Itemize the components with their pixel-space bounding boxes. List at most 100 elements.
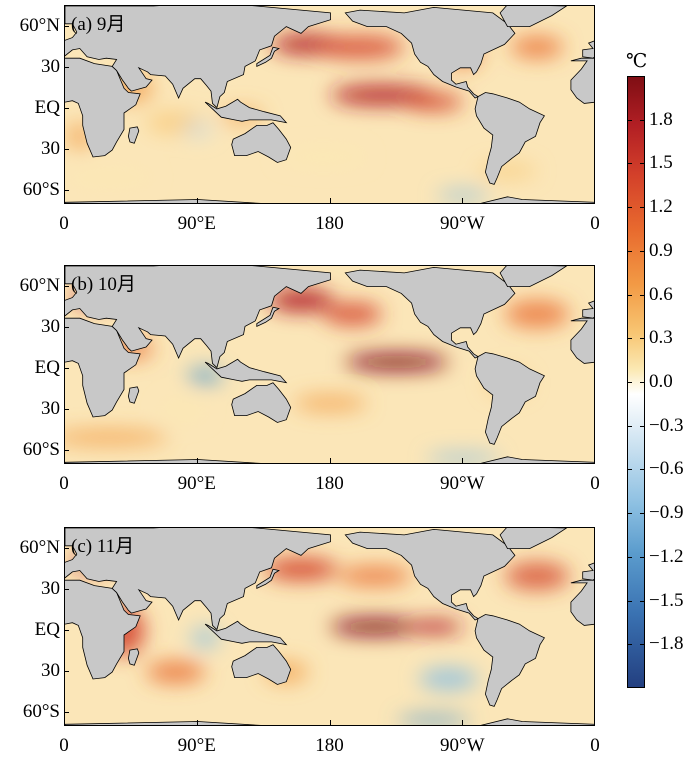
lat-tick bbox=[64, 190, 69, 192]
lat-label: 30 bbox=[41, 660, 60, 682]
anomaly-region bbox=[504, 300, 570, 328]
lat-tick bbox=[64, 547, 69, 549]
lat-label: 60°N bbox=[19, 274, 60, 296]
lon-label: 0 bbox=[590, 735, 600, 756]
colorbar-tick-label: 0.9 bbox=[649, 239, 673, 261]
lon-label: 90°W bbox=[439, 735, 485, 756]
land-south-america bbox=[474, 92, 545, 185]
land-africa-wrap bbox=[570, 57, 594, 104]
land-eurasia bbox=[65, 266, 331, 369]
lat-tick bbox=[64, 107, 69, 109]
lon-label: 0 bbox=[59, 473, 69, 494]
colorbar-tick bbox=[640, 425, 645, 427]
lat-tick bbox=[64, 588, 69, 590]
lon-tick bbox=[196, 198, 198, 203]
anomaly-region bbox=[504, 562, 570, 590]
lat-tick bbox=[64, 285, 69, 287]
colorbar-tick bbox=[627, 163, 632, 165]
anomaly-region bbox=[293, 395, 368, 412]
land-indonesia bbox=[204, 620, 288, 646]
land-japan bbox=[256, 306, 280, 328]
land-indonesia bbox=[204, 358, 288, 384]
lon-label: 90°E bbox=[177, 735, 216, 756]
lat-tick bbox=[64, 326, 69, 328]
colorbar-tick bbox=[640, 294, 645, 296]
anomaly-region bbox=[419, 667, 478, 690]
land-mask bbox=[65, 6, 594, 203]
panel-label: (a) 9月 bbox=[71, 14, 126, 35]
land-australia bbox=[231, 382, 292, 423]
land-south-america bbox=[474, 352, 545, 445]
anomaly-region bbox=[190, 626, 220, 649]
lon-tick bbox=[64, 720, 65, 725]
land-madagascar bbox=[127, 648, 140, 666]
land-mask bbox=[65, 266, 594, 463]
anomaly-region bbox=[404, 93, 464, 111]
land-greenland bbox=[499, 6, 568, 28]
land-indonesia bbox=[204, 98, 288, 124]
lat-tick bbox=[64, 367, 69, 369]
lat-label: EQ bbox=[34, 618, 60, 640]
lon-tick bbox=[462, 720, 464, 725]
colorbar-tick-label: 1.5 bbox=[649, 152, 673, 174]
lon-tick bbox=[329, 720, 331, 725]
colorbar-tick bbox=[627, 644, 632, 646]
colorbar-tick bbox=[640, 513, 645, 515]
lon-label: 0 bbox=[59, 735, 69, 756]
colorbar-tick bbox=[640, 338, 645, 340]
colorbar-tick bbox=[627, 556, 632, 558]
lat-label: 60°N bbox=[19, 14, 60, 36]
anomaly-region bbox=[146, 661, 206, 684]
lat-label: 60°S bbox=[22, 701, 60, 723]
land-south-america bbox=[474, 614, 545, 707]
lon-tick bbox=[64, 198, 65, 203]
land-greenland bbox=[499, 528, 568, 550]
colorbar-tick-label: 1.8 bbox=[649, 108, 673, 130]
lon-label: 90°E bbox=[177, 213, 216, 234]
lon-tick bbox=[594, 198, 595, 203]
colorbar-tick bbox=[627, 469, 632, 471]
anomaly-region bbox=[396, 714, 471, 725]
lon-label: 0 bbox=[590, 473, 600, 494]
anomaly-region bbox=[268, 289, 334, 312]
lat-label: 30 bbox=[41, 315, 60, 337]
lat-tick bbox=[64, 25, 69, 27]
lat-tick bbox=[64, 450, 69, 452]
land-africa-wrap bbox=[570, 317, 594, 364]
colorbar-tick bbox=[640, 163, 645, 165]
anomaly-region bbox=[323, 303, 383, 326]
land-greenland bbox=[499, 266, 568, 288]
lon-label: 90°E bbox=[177, 473, 216, 494]
colorbar-tick bbox=[640, 556, 645, 558]
lat-tick bbox=[64, 671, 69, 673]
lon-label: 180 bbox=[315, 213, 344, 234]
anomaly-region bbox=[183, 121, 213, 138]
colorbar-tick bbox=[640, 644, 645, 646]
colorbar-tick bbox=[627, 207, 632, 209]
colorbar-tick bbox=[627, 119, 632, 121]
land-madagascar bbox=[127, 126, 140, 144]
colorbar-tick bbox=[640, 119, 645, 121]
lon-tick bbox=[462, 198, 464, 203]
colorbar-tick-label: −1.8 bbox=[649, 633, 684, 655]
anomaly-region bbox=[510, 36, 564, 59]
lon-tick bbox=[196, 458, 198, 463]
anomaly-region bbox=[315, 36, 405, 59]
colorbar-tick bbox=[640, 382, 645, 383]
anomaly-region bbox=[345, 353, 449, 371]
anomaly-region bbox=[404, 619, 464, 634]
land-australia bbox=[231, 122, 292, 163]
lat-label: 30 bbox=[41, 577, 60, 599]
colorbar-tick bbox=[627, 600, 632, 602]
land-eurasia bbox=[65, 6, 331, 109]
colorbar-tick-label: −0.9 bbox=[649, 502, 684, 524]
lon-tick bbox=[594, 720, 595, 725]
panel-label: (c) 11月 bbox=[71, 536, 135, 557]
colorbar-tick bbox=[640, 469, 645, 471]
lat-tick bbox=[64, 629, 69, 631]
lon-label: 90°W bbox=[439, 213, 485, 234]
map-panel-2: (b) 10月 bbox=[64, 265, 595, 464]
land-mask bbox=[65, 528, 594, 725]
anomaly-region bbox=[264, 558, 338, 581]
anomaly-region bbox=[436, 189, 490, 201]
